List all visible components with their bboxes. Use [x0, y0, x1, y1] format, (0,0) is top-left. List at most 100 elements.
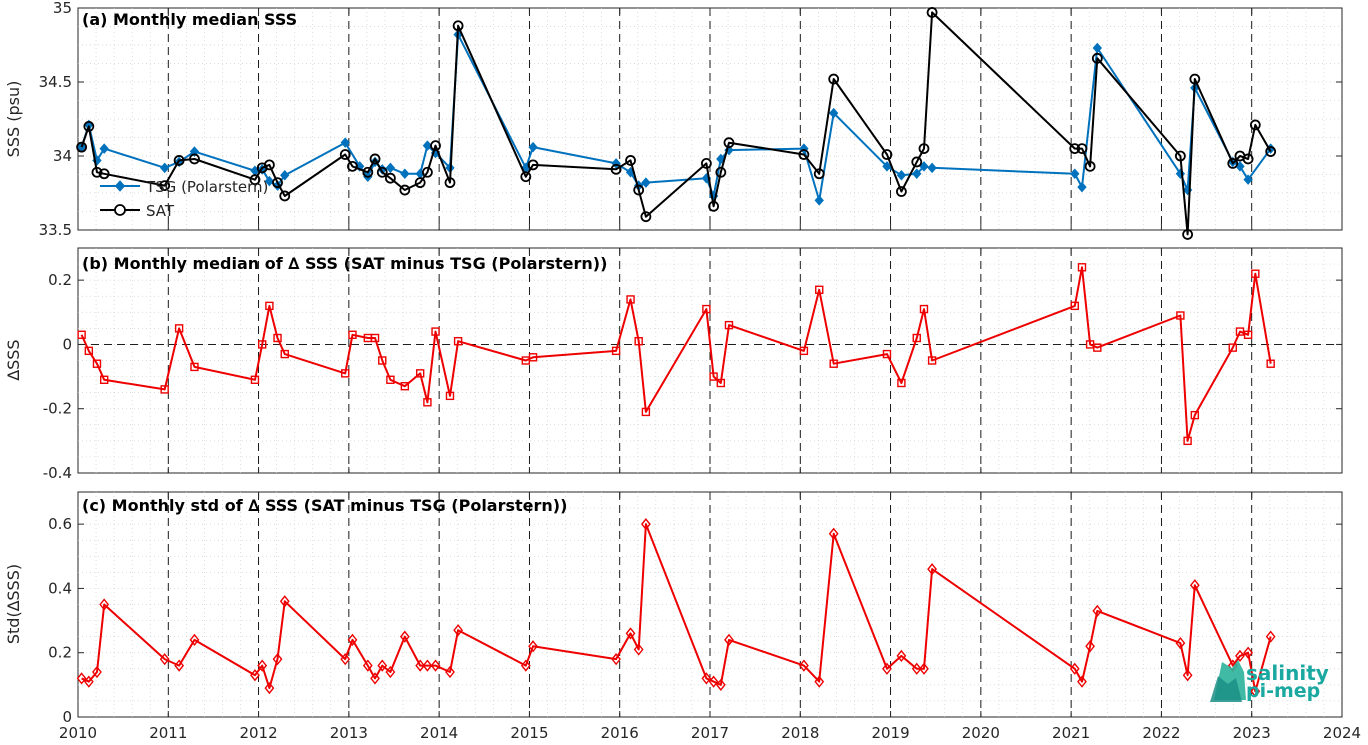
x-tick-label: 2014 [420, 724, 458, 742]
data-point [724, 320, 734, 330]
data-point [1250, 685, 1261, 698]
data-point [174, 324, 184, 333]
data-point [701, 672, 712, 685]
data-point [98, 168, 110, 180]
data-point [400, 382, 410, 391]
series-line [80, 11, 1272, 236]
data-point [1265, 146, 1277, 157]
data-point [828, 527, 839, 540]
data-point [520, 171, 532, 183]
data-point [882, 349, 892, 359]
data-point [273, 333, 282, 343]
data-point [723, 137, 735, 149]
data-point [340, 137, 350, 148]
data-point [1092, 604, 1103, 618]
data-point [640, 211, 652, 223]
data-point [423, 398, 432, 407]
data-point [77, 330, 86, 339]
data-point [1070, 301, 1079, 311]
panel-a-title: (a) Monthly median SSS [82, 10, 297, 29]
x-tick-label: 2020 [962, 724, 1000, 742]
data-point [528, 141, 538, 153]
data-point [1235, 327, 1245, 336]
x-axis-ticks: 2010 2011 2012 2013 2014 2015 2016 2017 2018 2019… [59, 724, 1361, 742]
data-point [625, 155, 636, 166]
data-point [414, 177, 426, 189]
y-tick-label: 35 [53, 0, 72, 17]
legend-sat-marker [114, 204, 126, 216]
x-tick-label: 2018 [781, 724, 819, 742]
y-tick-label: 34.5 [39, 73, 72, 91]
data-point [633, 643, 644, 656]
data-point [272, 653, 283, 666]
data-point [1182, 669, 1193, 682]
data-point [431, 327, 440, 336]
data-point [896, 649, 907, 663]
panel-b-ylabel: ∆SSS [4, 339, 23, 381]
data-point [92, 665, 102, 679]
data-point [453, 624, 463, 637]
data-point [1265, 630, 1276, 643]
data-point [1175, 168, 1186, 180]
data-point [1174, 150, 1186, 162]
panel-a-ticks: 33.5 34 34.5 35 [39, 0, 1343, 239]
data-point [798, 149, 810, 160]
data-point [257, 659, 268, 672]
data-point [715, 166, 727, 178]
series-line [80, 33, 1272, 202]
y-tick-label: 0.4 [48, 579, 72, 597]
data-point [633, 184, 645, 196]
data-point [708, 200, 720, 212]
data-point [160, 162, 170, 174]
x-tick-label: 2017 [691, 724, 729, 742]
data-point [264, 175, 275, 187]
data-point [83, 121, 95, 132]
data-point [422, 659, 433, 672]
data-point [272, 177, 283, 189]
data-point [452, 20, 464, 32]
data-point [829, 359, 838, 368]
panel-c-series [76, 518, 1276, 698]
panel-b-title: (b) Monthly median of ∆ SSS (SAT minus T… [82, 254, 607, 273]
panel-c-ylabel: Std(∆SSS) [4, 564, 23, 644]
data-point [445, 391, 455, 401]
legend-tsg-label: TSG (Polarstern) [145, 178, 268, 196]
data-point [422, 140, 433, 151]
data-point [415, 369, 425, 378]
data-point [1077, 675, 1087, 688]
y-tick-label: 0 [62, 708, 72, 726]
data-point [715, 678, 726, 691]
data-point [1077, 181, 1087, 193]
data-point [99, 598, 110, 611]
data-point [386, 375, 395, 384]
data-point [814, 675, 825, 688]
data-point [99, 143, 109, 154]
data-point [828, 73, 840, 85]
data-point [919, 662, 929, 675]
data-point [76, 141, 88, 153]
data-point [881, 149, 893, 160]
data-point [528, 353, 538, 362]
data-point [896, 169, 907, 181]
data-point [189, 146, 200, 157]
data-point [641, 518, 651, 531]
data-point [1266, 359, 1275, 368]
data-point [377, 659, 388, 672]
data-point [919, 304, 929, 314]
data-point [1190, 410, 1200, 420]
panel-b-ticks: -0.4 -0.2 0 0.2 [43, 248, 1343, 482]
data-point [370, 672, 380, 685]
data-point [709, 372, 718, 381]
data-point [279, 190, 291, 202]
y-tick-label: 0.2 [48, 271, 72, 289]
data-point [716, 153, 726, 165]
data-point [1249, 119, 1261, 131]
data-point [911, 156, 923, 168]
data-point [1077, 263, 1087, 272]
x-tick-label: 2011 [149, 724, 187, 742]
data-point [1189, 579, 1200, 592]
data-point [799, 346, 809, 356]
data-point [1069, 662, 1080, 675]
data-point [641, 177, 651, 188]
data-point [385, 665, 396, 679]
